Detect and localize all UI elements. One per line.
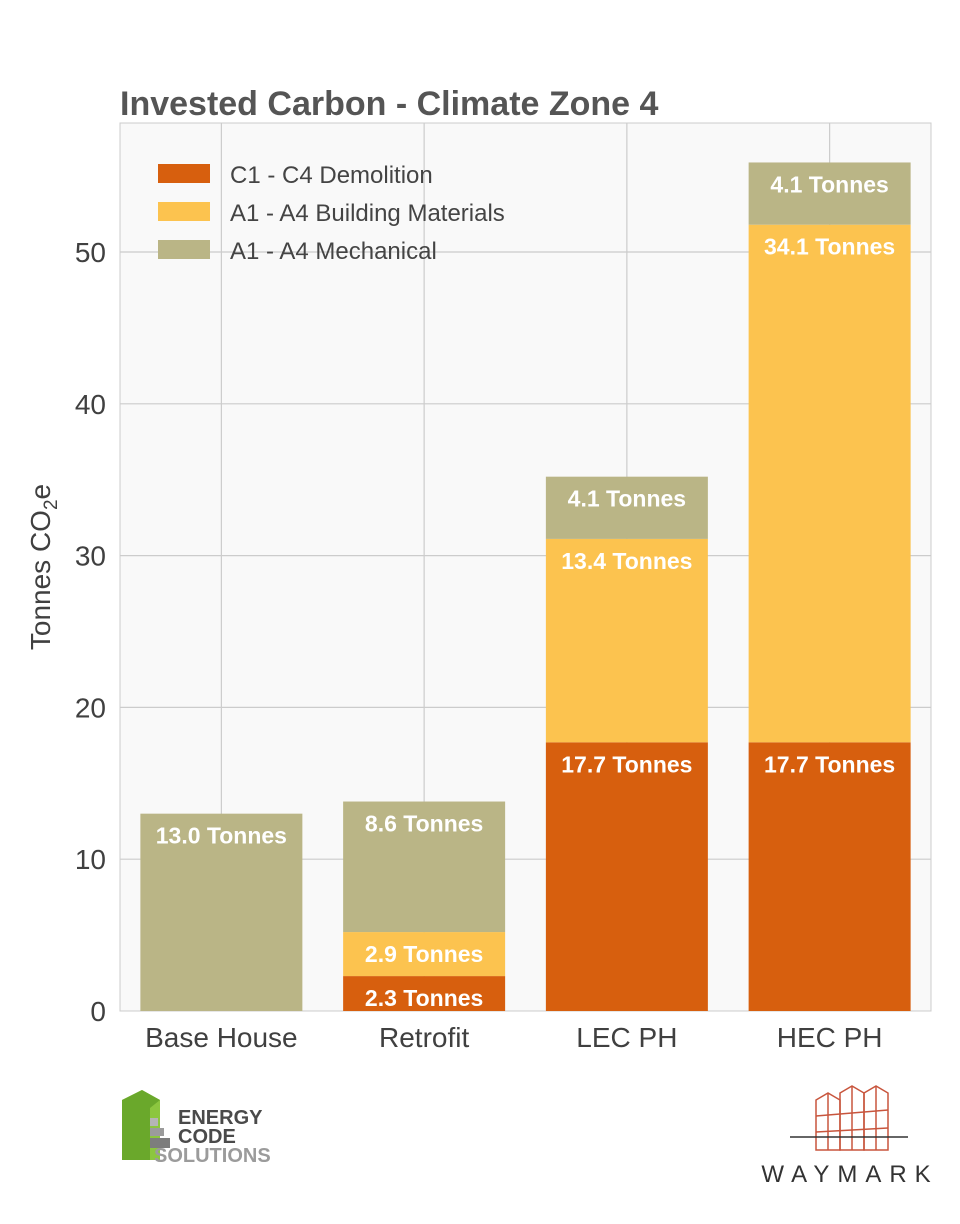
- legend-label: C1 - C4 Demolition: [230, 162, 433, 189]
- bar-value-label: 4.1 Tonnes: [568, 486, 686, 512]
- x-tick-label: Base House: [145, 1022, 298, 1053]
- bar-segment: [748, 742, 911, 1011]
- bar-value-label: 2.3 Tonnes: [365, 985, 483, 1011]
- logo-text-energy: ENERGY: [178, 1107, 263, 1129]
- logo-step-1: [150, 1118, 158, 1126]
- bar-value-label: 17.7 Tonnes: [561, 751, 692, 777]
- logo-step-2: [150, 1128, 164, 1136]
- bar-segment: [545, 538, 708, 743]
- y-tick-label: 30: [75, 541, 106, 572]
- bar-segment: [140, 813, 303, 1011]
- bar-segment: [343, 801, 506, 933]
- bar-value-label: 34.1 Tonnes: [764, 234, 895, 260]
- logo-step-3: [150, 1138, 170, 1148]
- waymark-building-icon: [815, 1085, 889, 1151]
- bar-segment: [343, 976, 506, 1011]
- legend-label: A1 - A4 Building Materials: [230, 200, 505, 227]
- y-axis-label-subscript: 2: [41, 499, 62, 510]
- y-tick-label: 20: [75, 692, 106, 723]
- y-axis-label: Tonnes CO2e: [25, 484, 62, 650]
- logo-house-shade: [122, 1090, 160, 1160]
- legend: C1 - C4 Demolition A1 - A4 Building Mater…: [158, 162, 505, 265]
- logo-text-code: CODE: [178, 1126, 236, 1148]
- y-tick-label: 50: [75, 237, 106, 268]
- y-axis-label-tail: e: [25, 484, 56, 500]
- energy-code-solutions-logo: ENERGY CODE SOLUTIONS: [122, 1090, 271, 1167]
- bar-value-label: 13.4 Tonnes: [561, 548, 692, 574]
- legend-label: A1 - A4 Mechanical: [230, 238, 437, 265]
- waymark-text: WAYMARK: [761, 1161, 938, 1188]
- legend-swatch: [158, 202, 210, 221]
- bar-value-label: 17.7 Tonnes: [764, 751, 895, 777]
- y-tick-label: 0: [90, 996, 106, 1027]
- y-tick-label: 10: [75, 844, 106, 875]
- bar-value-label: 2.9 Tonnes: [365, 941, 483, 967]
- bar-value-label: 4.1 Tonnes: [770, 171, 888, 197]
- y-axis-label-main: Tonnes CO: [25, 510, 56, 650]
- bars: [140, 162, 911, 1011]
- axes: 0 10 20 30 40 50 Base House Retrofit LEC PH HEC P…: [75, 237, 883, 1053]
- bar-value-label: 13.0 Tonnes: [156, 823, 287, 849]
- data-labels: 13.0 Tonnes 2.3 Tonnes 2.9 Tonnes 8.6 Tonne…: [156, 171, 895, 1011]
- x-tick-label: HEC PH: [777, 1022, 883, 1053]
- bar-segment: [545, 742, 708, 1011]
- x-tick-label: LEC PH: [576, 1022, 677, 1053]
- y-tick-label: 40: [75, 389, 106, 420]
- bar-segment: [343, 932, 506, 977]
- bar-segment: [748, 162, 911, 225]
- chart-title: Invested Carbon - Climate Zone 4: [120, 85, 659, 123]
- bar-segment: [545, 476, 708, 539]
- bar-value-label: 8.6 Tonnes: [365, 811, 483, 837]
- legend-swatch: [158, 240, 210, 259]
- waymark-logo: WAYMARK: [761, 1085, 938, 1188]
- x-tick-label: Retrofit: [379, 1022, 469, 1053]
- bar-segment: [748, 224, 911, 743]
- legend-swatch: [158, 164, 210, 183]
- logo-text-solutions: SOLUTIONS: [154, 1145, 271, 1167]
